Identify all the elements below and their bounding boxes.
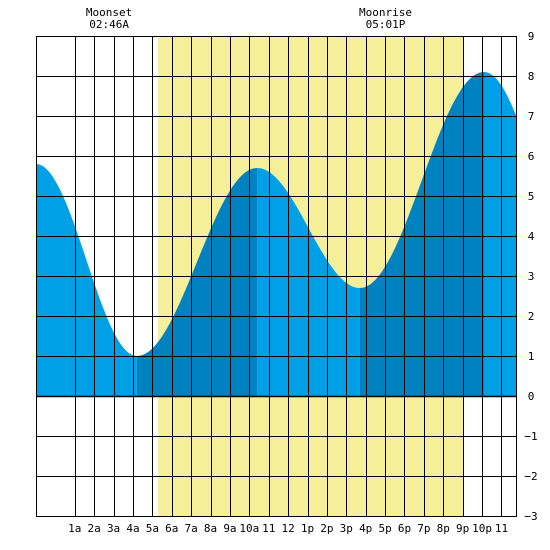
x-tick-label: 7p [417,522,430,535]
y-tick-label: 9 [528,30,535,43]
y-tick-label: −2 [524,470,537,483]
moon-event-label: Moonset [86,6,132,19]
moon-event-time: 05:01P [366,18,406,31]
x-tick-label: 1p [301,522,314,535]
y-tick-label: −3 [524,510,537,523]
tide-segment-2 [136,168,258,396]
moon-event-label: Moonrise [359,6,412,19]
x-tick-label: 8a [204,522,217,535]
x-tick-label: 6p [398,522,411,535]
y-tick-label: 6 [528,150,535,163]
x-tick-label: 2a [88,522,101,535]
x-tick-label: 8p [437,522,450,535]
x-tick-label: 9p [456,522,469,535]
y-tick-label: 5 [528,190,535,203]
y-tick-label: 1 [528,350,535,363]
x-tick-label: 10a [239,522,259,535]
tide-segment-1 [36,164,137,396]
x-tick-label: 7a [185,522,198,535]
x-tick-label: 1a [68,522,81,535]
x-tick-label: 5a [146,522,159,535]
x-tick-label: 10p [472,522,492,535]
y-tick-label: 0 [528,390,535,403]
x-tick-label: 5p [378,522,391,535]
y-tick-label: −1 [524,430,537,443]
x-tick-label: 4p [359,522,372,535]
x-tick-label: 11 [495,522,508,535]
x-tick-label: 6a [165,522,178,535]
x-tick-label: 3a [107,522,120,535]
x-tick-label: 12 [281,522,294,535]
tide-segment-5 [484,72,516,396]
tide-segment-4 [359,72,484,396]
y-tick-label: 8 [528,70,535,83]
x-tick-label: 9a [223,522,236,535]
x-tick-label: 3p [340,522,353,535]
grid-layer [36,36,517,517]
y-tick-label: 7 [528,110,535,123]
plot-frame [36,36,517,517]
x-tick-label: 2p [320,522,333,535]
tide-area-layer [36,72,516,396]
y-tick-label: 4 [528,230,535,243]
y-tick-label: 2 [528,310,535,323]
x-tick-label: 4a [126,522,139,535]
moon-event-time: 02:46A [89,18,129,31]
x-tick-label: 11 [262,522,275,535]
y-tick-label: 3 [528,270,535,283]
